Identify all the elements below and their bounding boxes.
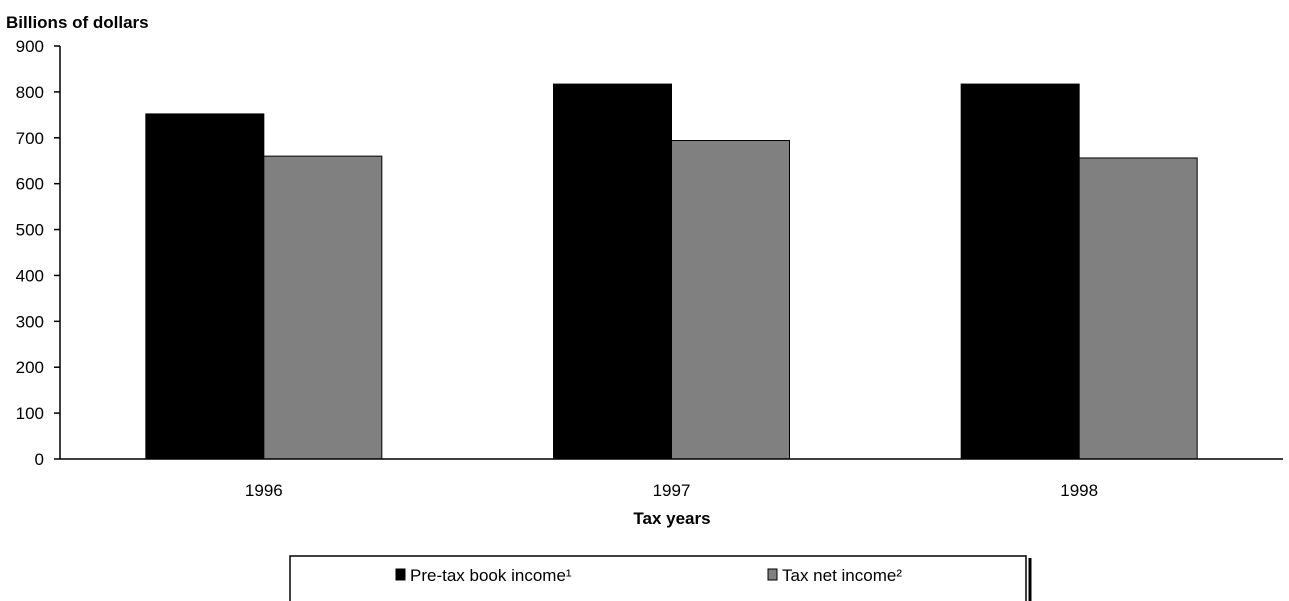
legend-label: Tax net income² <box>782 566 902 585</box>
legend-label: Pre-tax book income¹ <box>410 566 572 585</box>
y-axis-title: Billions of dollars <box>6 13 149 32</box>
y-tick-label: 100 <box>16 404 44 423</box>
x-axis-ticks: 1996 1997 1998 <box>245 481 1098 500</box>
legend: Pre-tax book income¹ Tax net income² <box>289 555 1032 601</box>
y-tick-label: 900 <box>16 37 44 56</box>
legend-swatch <box>767 568 778 581</box>
y-tick-label: 500 <box>16 221 44 240</box>
bar-tax-net-income-1996 <box>263 155 383 460</box>
legend-swatch <box>395 568 406 581</box>
y-tick-label: 600 <box>16 175 44 194</box>
bar-tax-net-income-1998 <box>1078 157 1198 460</box>
bar-pre-tax-book-income-1997 <box>553 83 672 460</box>
bar-pre-tax-book-income-1998 <box>960 83 1080 460</box>
x-axis-title: Tax years <box>633 509 710 528</box>
bar-tax-net-income-1997 <box>671 140 790 460</box>
y-tick-label: 200 <box>16 358 44 377</box>
legend-box <box>289 555 1027 601</box>
x-tick-label: 1998 <box>1060 481 1098 500</box>
x-tick-label: 1996 <box>245 481 283 500</box>
y-tick-label: 800 <box>16 83 44 102</box>
y-tick-label: 300 <box>16 312 44 331</box>
bars <box>145 83 1198 460</box>
y-tick-label: 400 <box>16 266 44 285</box>
bar-pre-tax-book-income-1996 <box>145 113 265 460</box>
x-tick-label: 1997 <box>653 481 691 500</box>
y-tick-label: 700 <box>16 129 44 148</box>
y-tick-label: 0 <box>35 450 44 469</box>
y-axis-ticks: 0 100 200 300 400 500 600 700 800 900 <box>16 37 60 469</box>
